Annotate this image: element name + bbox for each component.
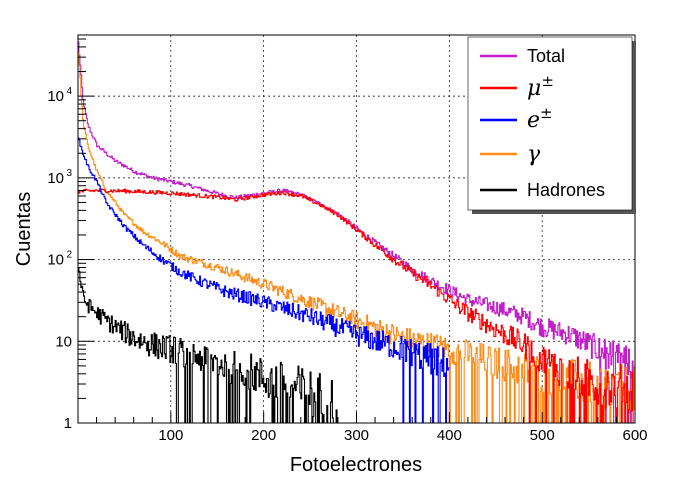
x-tick-label: 100 (158, 427, 183, 444)
y-tick-label: 10 (55, 333, 72, 350)
legend: Total μ± e± γ Hadrones (467, 36, 636, 214)
series-layer (78, 41, 635, 424)
series-line-μ± (78, 188, 635, 424)
series-line-e± (78, 137, 450, 424)
y-axis-title: Cuentas (13, 192, 35, 267)
series-line-Total (78, 41, 635, 424)
x-tick-label: 500 (530, 427, 555, 444)
legend-box (467, 36, 633, 211)
legend-label: Hadrones (527, 180, 605, 200)
legend-label: μ± (527, 72, 554, 101)
series-line-Hadrones (78, 267, 338, 424)
y-tick-label: 10 (47, 170, 64, 187)
legend-label: γ (527, 142, 541, 167)
y-tick-exponent: 4 (66, 86, 72, 97)
x-tick-label: 400 (437, 427, 462, 444)
x-axis-title: Fotoelectrones (290, 454, 422, 476)
x-tick-label: 600 (622, 427, 647, 444)
x-tick-label: 200 (251, 427, 276, 444)
legend-entries: Total μ± e± γ Hadrones (480, 46, 605, 200)
y-tick-label: 10 (47, 88, 64, 105)
y-tick-label: 10 (47, 252, 64, 269)
legend-label: Total (527, 46, 565, 66)
y-tick-exponent: 2 (66, 250, 72, 261)
y-tick-exponent: 3 (66, 168, 72, 179)
y-tick-label: 1 (64, 415, 72, 432)
legend-label: e± (527, 104, 553, 133)
x-tick-label: 300 (344, 427, 369, 444)
